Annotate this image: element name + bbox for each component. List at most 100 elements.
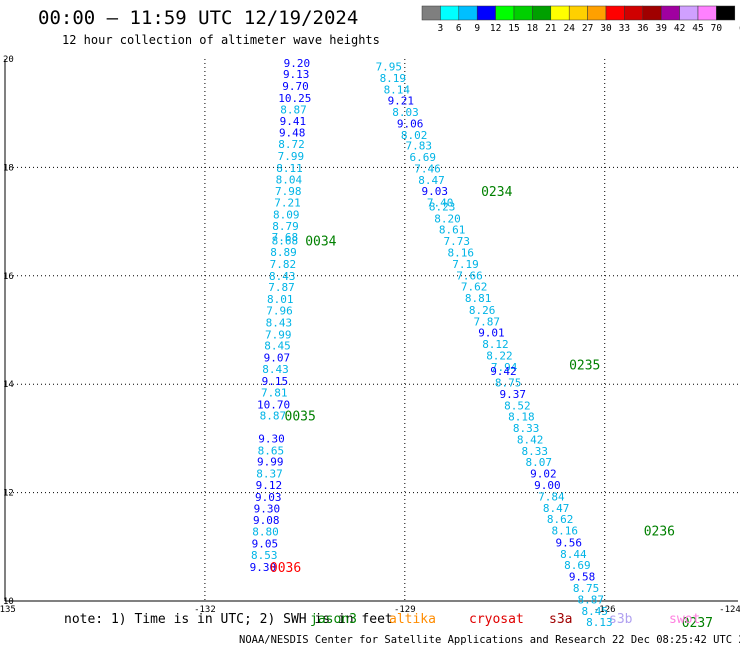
colorbar-swatch	[476, 5, 496, 21]
colorbar-label: 21	[545, 23, 557, 34]
colorbar-label: 30	[600, 23, 612, 34]
pass-time-label: 0237	[682, 616, 713, 631]
wave-height-label: 7.82	[270, 258, 297, 271]
colorbar-swatch	[642, 5, 662, 21]
colorbar-swatch	[605, 5, 625, 21]
wave-height-label: 8.79	[272, 220, 299, 233]
wave-height-label: 7.62	[461, 281, 488, 294]
wave-height-label: 8.65	[258, 444, 285, 457]
satellite-cryosat: cryosat	[469, 612, 524, 627]
wave-height-label: 8.69	[564, 559, 591, 572]
wave-height-label: 9.13	[283, 68, 310, 81]
grid	[4, 59, 738, 602]
footer-credit: NOAA/NESDIS Center for Satellite Applica…	[239, 634, 740, 646]
colorbar-label: 18	[527, 23, 539, 34]
colorbar-swatch	[716, 5, 736, 21]
pass-time-label: 0036	[270, 561, 301, 576]
wave-height-label: 9.21	[388, 95, 415, 108]
wave-height-label: 7.21	[274, 197, 301, 210]
wave-height-label: 10.25	[278, 92, 311, 105]
wave-height-label: 8.16	[448, 246, 475, 259]
y-tick-label: 18	[3, 163, 14, 173]
wave-height-label: 7.99	[265, 328, 292, 341]
wave-height-label: 8.20	[434, 212, 461, 225]
colorbar-label: 12	[490, 23, 501, 34]
wave-height-label: 8.33	[522, 445, 549, 458]
wave-height-label: 9.03	[422, 185, 449, 198]
wave-height-label: 8.75	[495, 377, 522, 390]
colorbar-label: 27	[582, 23, 593, 34]
wave-height-label: 7.94	[491, 361, 518, 374]
wave-height-label: 8.19	[380, 72, 407, 85]
wave-height-label: 7.98	[275, 185, 302, 198]
colorbar-label: 15	[508, 23, 519, 34]
wave-height-label: 8.47	[418, 174, 445, 187]
pass-time-label: 0236	[644, 525, 675, 540]
wave-height-label: 8.11	[276, 162, 303, 175]
wave-height-label: 9.56	[555, 536, 582, 549]
y-tick-label: 20	[3, 55, 14, 65]
pass-time-label: 0034	[305, 235, 336, 250]
y-tick-label: 12	[3, 489, 14, 499]
wave-height-label: 9.70	[282, 80, 309, 93]
wave-height-label: 8.47	[543, 502, 570, 515]
wave-height-label: 7.99	[278, 150, 305, 163]
colorbar-label: 6	[456, 23, 462, 34]
wave-height-label: 9.37	[500, 388, 527, 401]
wave-height-label: 8.37	[256, 468, 283, 481]
wave-height-label: 9.08	[253, 514, 280, 527]
wave-height-label: 9.06	[397, 117, 424, 130]
wave-height-label: 9.01	[478, 327, 505, 340]
colorbar-label: 42	[674, 23, 685, 34]
chart-subtitle: 12 hour collection of altimeter wave hei…	[62, 33, 380, 47]
wave-height-label: 8.72	[278, 138, 305, 151]
colorbar-swatch	[532, 5, 552, 21]
wave-height-label: 9.48	[279, 127, 306, 140]
wave-height-label: 8.26	[469, 304, 496, 317]
wave-height-label: 7.87	[474, 315, 501, 328]
satellite-altika: altika	[389, 612, 436, 627]
pass-time-label: 0035	[285, 410, 316, 425]
colorbar-swatch	[421, 5, 441, 21]
colorbar-label: 24	[563, 23, 575, 34]
x-tick-label: -135	[0, 605, 16, 615]
wave-height-label: 9.07	[264, 352, 291, 365]
colorbar-swatch	[624, 5, 644, 21]
wave-height-label: 9.05	[252, 538, 279, 551]
footnote: note: 1) Time is in UTC; 2) SWH is in fe…	[64, 612, 393, 627]
wave-height-label: 7.46	[414, 162, 441, 175]
wave-height-label: 8.02	[401, 129, 428, 142]
colorbar-label: 33	[619, 23, 630, 34]
satellite-swot: swot	[669, 612, 701, 627]
wave-height-label: 7.83	[406, 140, 433, 153]
wave-height-label: 8.62	[547, 513, 574, 526]
wave-height-label: 6.69	[410, 151, 437, 164]
wave-height-label: 9.30	[254, 502, 281, 515]
colorbar-swatch	[458, 5, 478, 21]
colorbar-label: 39	[655, 23, 667, 34]
colorbar-unit: (ft)	[738, 23, 740, 34]
x-tick-label: -129	[394, 605, 416, 615]
colorbar-swatch	[568, 5, 588, 21]
satellite-s3a: s3a	[549, 612, 573, 627]
wave-height-label: 8.18	[508, 411, 535, 424]
wave-height-label: 7.96	[266, 304, 293, 317]
wave-height-label: 7.66	[456, 269, 483, 282]
wave-height-label: 8.52	[504, 399, 531, 412]
y-tick-label: 10	[3, 597, 14, 607]
wave-height-label: 9.03	[255, 491, 282, 504]
pass-time-label: 0235	[569, 359, 600, 374]
wave-height-values: 9.209.139.7010.258.879.419.488.727.998.1…	[250, 57, 613, 629]
wave-height-label: 9.30	[258, 432, 285, 445]
colorbar-label: 45	[692, 23, 703, 34]
colorbar-swatch	[495, 5, 515, 21]
wave-height-label: 8.75	[573, 582, 600, 595]
wave-height-label: 9.12	[256, 479, 283, 492]
colorbar-label: 36	[637, 23, 649, 34]
wave-height-label: 9.20	[284, 57, 311, 70]
wave-height-label: 8.43	[262, 363, 289, 376]
wave-height-label: 8.42	[517, 433, 544, 446]
wave-height-label: 8.13	[586, 616, 613, 629]
